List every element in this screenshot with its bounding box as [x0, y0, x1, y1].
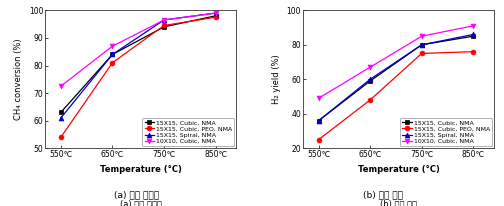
15X15, Spiral, NMA [161, 19, 167, 21]
10X10, Cubic, NMA [58, 85, 64, 87]
Legend: 15X15, Cubic, NMA, 15X15, Cubic, PEO, NMA, 15X15, Spiral, NMA, 10X10, Cubic, NMA: 15X15, Cubic, NMA, 15X15, Cubic, PEO, NM… [400, 118, 492, 146]
15X15, Spiral, NMA [367, 78, 373, 81]
Line: 15X15, Spiral, NMA: 15X15, Spiral, NMA [58, 11, 218, 120]
Legend: 15X15, Cubic, NMA, 15X15, Cubic, PEO, NMA, 15X15, Spiral, NMA, 10X10, Cubic, NMA: 15X15, Cubic, NMA, 15X15, Cubic, PEO, NM… [143, 118, 234, 146]
Line: 10X10, Cubic, NMA: 10X10, Cubic, NMA [316, 23, 476, 101]
15X15, Cubic, PEO, NMA [470, 50, 476, 53]
15X15, Cubic, NMA [109, 53, 115, 56]
15X15, Cubic, PEO, NMA [419, 52, 425, 55]
15X15, Cubic, NMA [419, 44, 425, 46]
15X15, Spiral, NMA [109, 53, 115, 56]
10X10, Cubic, NMA [213, 12, 219, 14]
15X15, Cubic, PEO, NMA [161, 24, 167, 27]
10X10, Cubic, NMA [419, 35, 425, 37]
Title: (b) 수소 수율: (b) 수소 수율 [380, 199, 417, 206]
Line: 15X15, Cubic, NMA: 15X15, Cubic, NMA [316, 34, 476, 123]
15X15, Cubic, PEO, NMA [367, 99, 373, 101]
10X10, Cubic, NMA [161, 19, 167, 21]
15X15, Cubic, NMA [316, 119, 322, 122]
Line: 15X15, Spiral, NMA: 15X15, Spiral, NMA [316, 32, 476, 123]
10X10, Cubic, NMA [367, 66, 373, 68]
15X15, Spiral, NMA [470, 33, 476, 36]
15X15, Cubic, NMA [213, 15, 219, 17]
15X15, Cubic, PEO, NMA [109, 62, 115, 64]
15X15, Cubic, NMA [367, 80, 373, 82]
Text: (a) 메탄 전환율: (a) 메탄 전환율 [113, 191, 159, 200]
15X15, Cubic, PEO, NMA [213, 16, 219, 19]
Line: 10X10, Cubic, NMA: 10X10, Cubic, NMA [58, 11, 218, 89]
15X15, Spiral, NMA [419, 44, 425, 46]
15X15, Spiral, NMA [316, 119, 322, 122]
10X10, Cubic, NMA [470, 25, 476, 27]
15X15, Cubic, NMA [58, 111, 64, 114]
15X15, Cubic, NMA [161, 26, 167, 28]
10X10, Cubic, NMA [316, 97, 322, 99]
Line: 15X15, Cubic, PEO, NMA: 15X15, Cubic, PEO, NMA [316, 49, 476, 142]
Line: 15X15, Cubic, NMA: 15X15, Cubic, NMA [58, 13, 218, 115]
Text: (b) 수소 수율: (b) 수소 수율 [363, 191, 403, 200]
10X10, Cubic, NMA [109, 45, 115, 47]
X-axis label: Temperature (°C): Temperature (°C) [100, 165, 182, 174]
15X15, Cubic, PEO, NMA [316, 138, 322, 141]
15X15, Cubic, NMA [470, 35, 476, 37]
Y-axis label: H₂ yield (%): H₂ yield (%) [272, 54, 281, 104]
Line: 15X15, Cubic, PEO, NMA: 15X15, Cubic, PEO, NMA [58, 15, 218, 140]
15X15, Spiral, NMA [58, 117, 64, 119]
Y-axis label: CH₄ conversion (%): CH₄ conversion (%) [14, 39, 23, 120]
15X15, Spiral, NMA [213, 12, 219, 14]
15X15, Cubic, PEO, NMA [58, 136, 64, 138]
X-axis label: Temperature (°C): Temperature (°C) [357, 165, 439, 174]
Title: (a) 메탄 전환율: (a) 메탄 전환율 [120, 199, 162, 206]
